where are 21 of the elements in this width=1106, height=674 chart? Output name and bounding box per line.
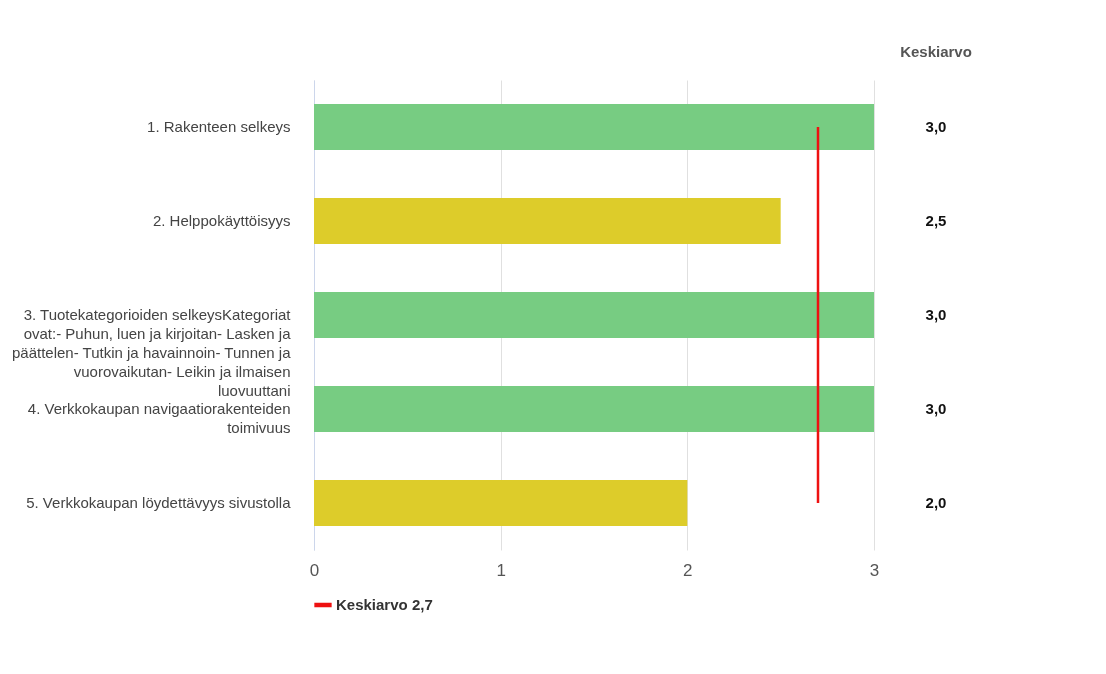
text: Keskiarvo <box>900 43 972 60</box>
data-label: 2,0 <box>925 494 947 511</box>
x-tick-label: 1 <box>496 560 506 580</box>
y-tick-label: 4. Verkkokaupan navigaatiorakenteiden toimivuus <box>27 400 291 436</box>
y-tick-label: 2. Helppokäyttöisyys <box>152 212 291 229</box>
y-tick-label: 1. Rakenteen selkeys <box>147 118 291 135</box>
data-label: 3,0 <box>925 306 947 323</box>
x-tick-label: 2 <box>683 560 693 580</box>
y-tick-label: 5. Verkkokaupan löydettävyys sivustolla <box>26 494 292 511</box>
bar <box>314 198 781 244</box>
bar <box>314 104 874 150</box>
legend-label: Keskiarvo 2,7 <box>336 596 433 613</box>
bar <box>314 386 874 432</box>
bar <box>314 480 688 526</box>
y-tick-label: 3. Tuotekategorioiden selkeysKategoriat ovat:- Puhun, luen ja kirjoitan- Lasken ja päättelen- Tutkin ja havainnoin- Tunnen ja vuorovaikutan- Leikin ja ilmaisen luovuuttani <box>11 306 292 399</box>
data-label: 2,5 <box>925 212 947 229</box>
bar <box>314 292 874 338</box>
x-tick-label: 3 <box>869 560 880 580</box>
data-label: 3,0 <box>925 118 947 135</box>
data-label: 3,0 <box>925 400 947 417</box>
x-tick-label: 0 <box>309 560 320 580</box>
